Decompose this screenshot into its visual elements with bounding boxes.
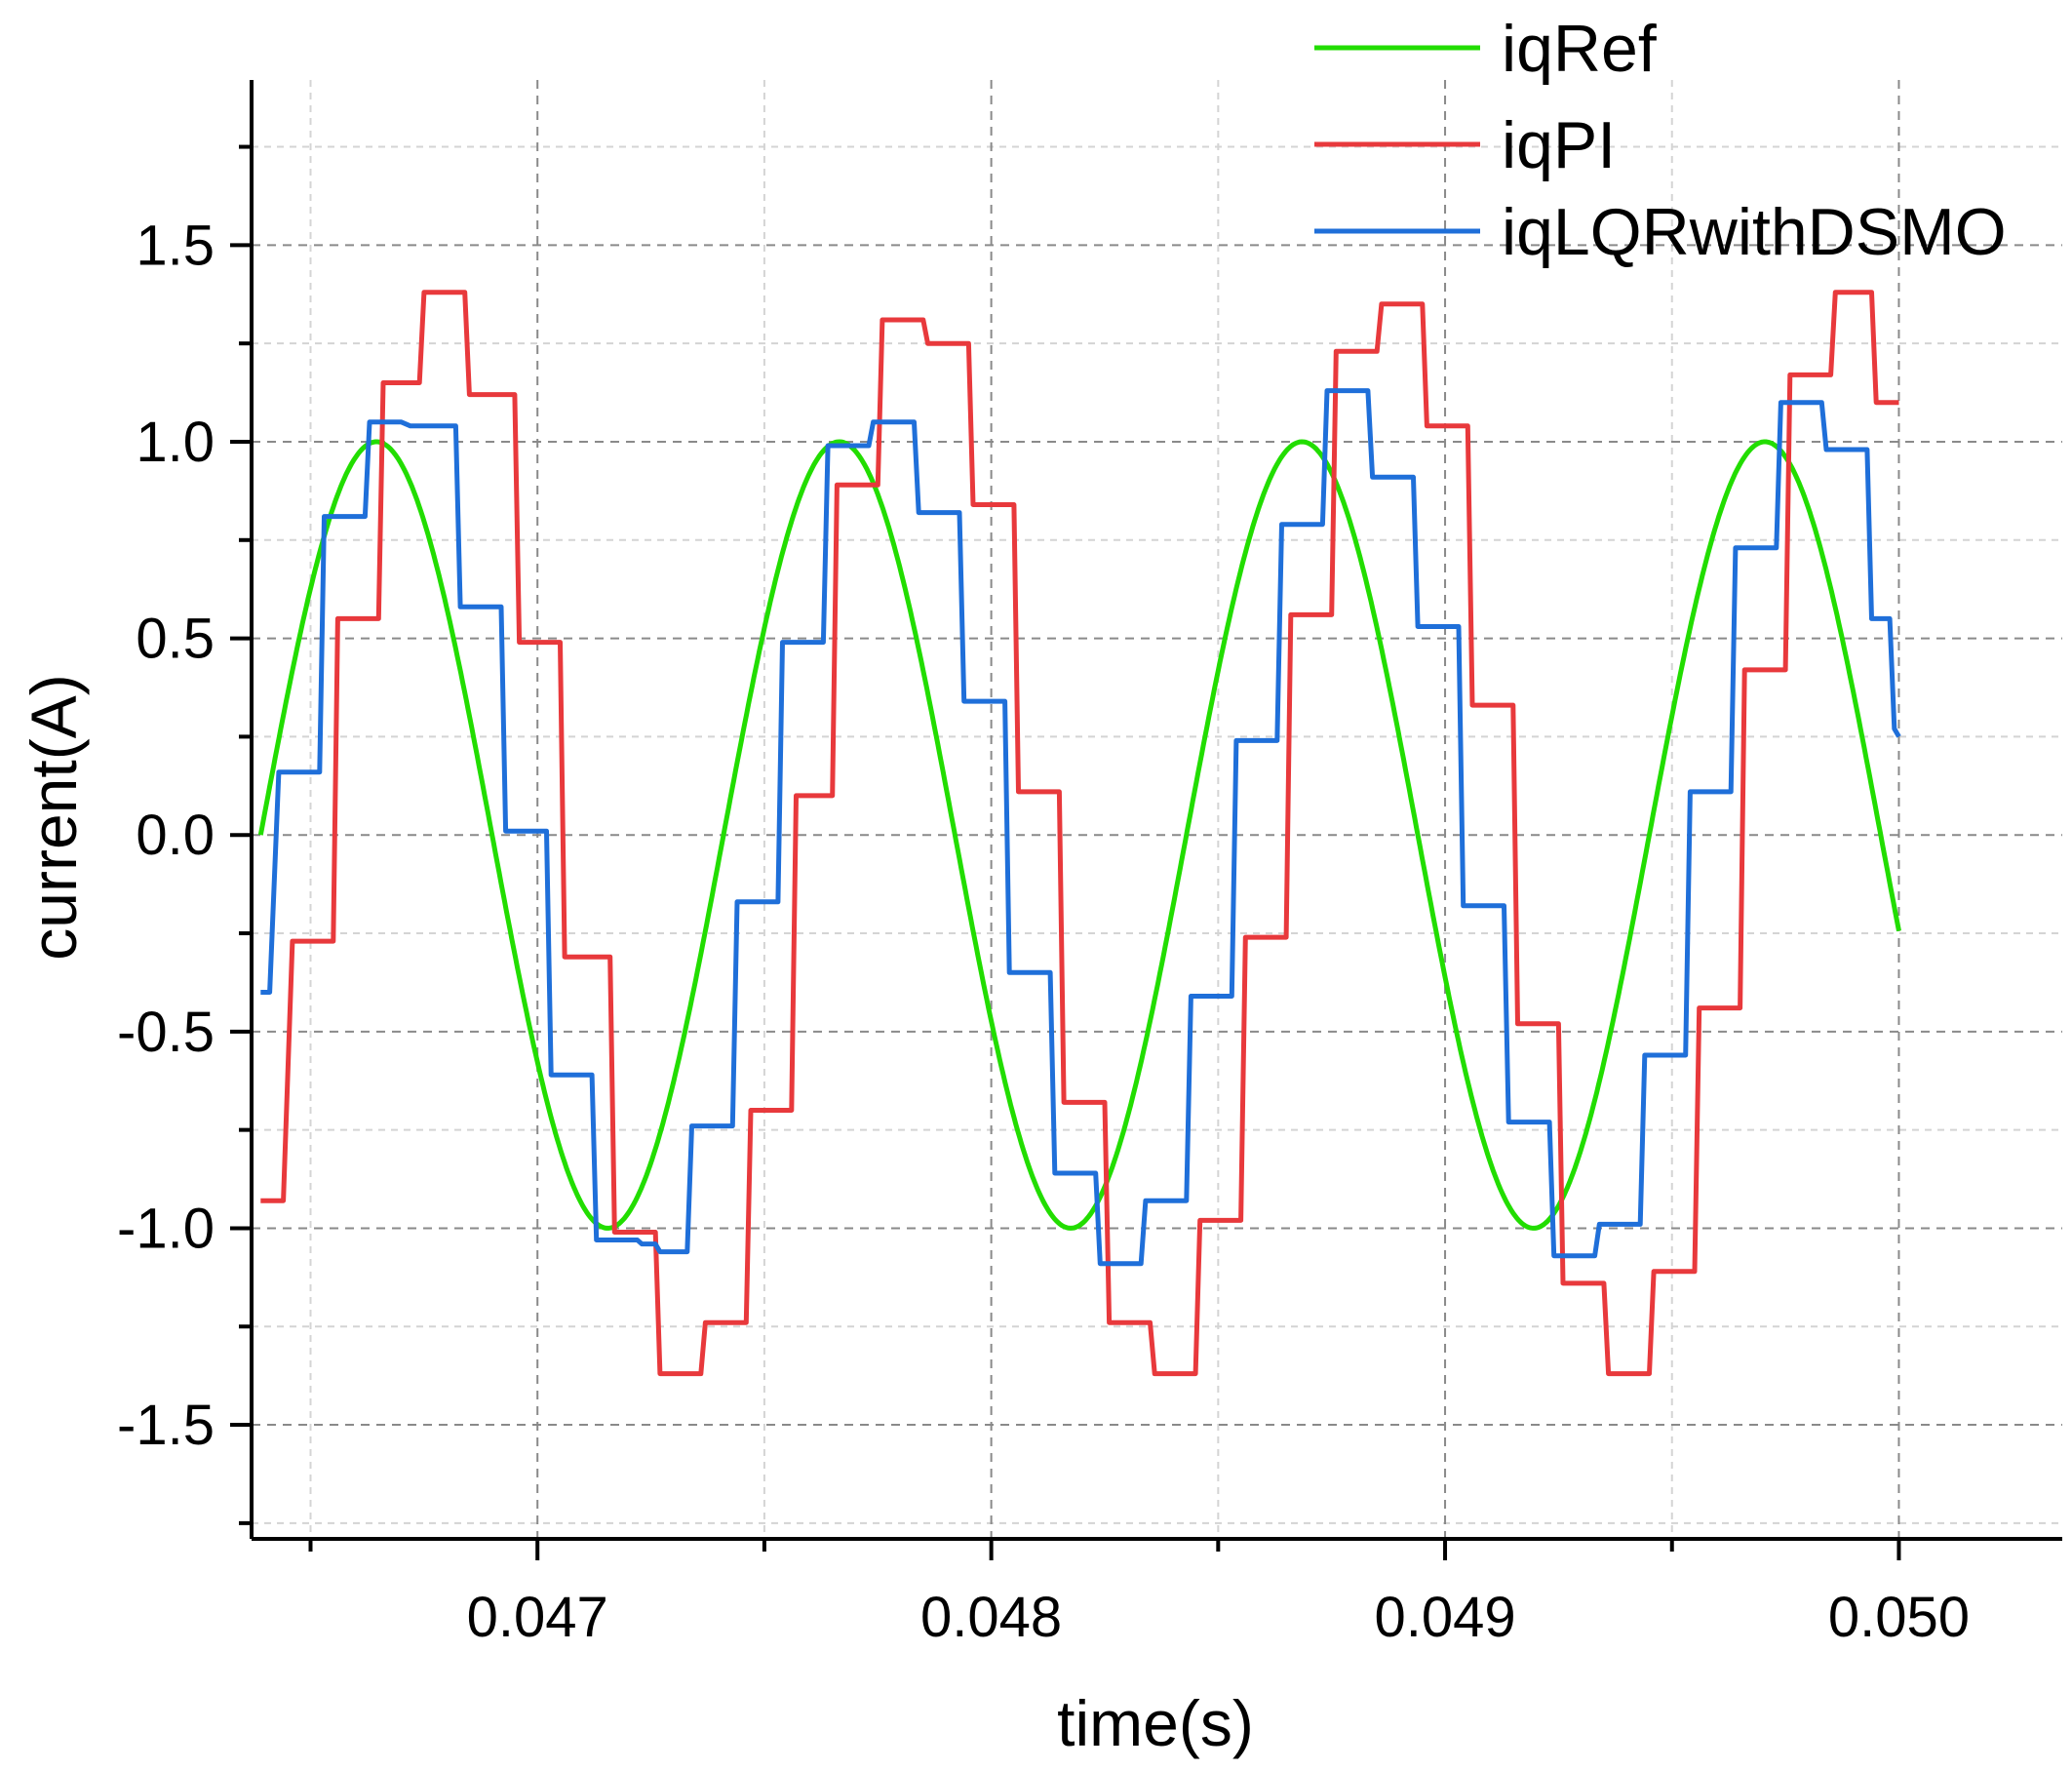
- y-axis-title: current(A): [18, 674, 90, 960]
- series-line-iqPI: [260, 290, 1899, 1377]
- y-tick-label: -1.0: [117, 1197, 215, 1260]
- y-tick-label: 1.0: [136, 411, 215, 474]
- x-tick-label: 0.047: [467, 1586, 608, 1649]
- legend-label-iqPI: iqPI: [1502, 108, 1616, 182]
- x-tick-label: 0.048: [920, 1586, 1062, 1649]
- y-tick-label: 0.5: [136, 608, 215, 671]
- y-tick-label: -0.5: [117, 1001, 215, 1064]
- legend-label-iqRef: iqRef: [1502, 12, 1657, 86]
- legend: iqRef iqPI iqLQRwithDSMO: [1314, 12, 2007, 269]
- grid: [252, 80, 2062, 1539]
- series-line-iqRef: [257, 439, 1901, 1231]
- x-tick-label: 0.050: [1828, 1586, 1970, 1649]
- x-tick-label: 0.049: [1374, 1586, 1515, 1649]
- y-tick-label: 1.5: [136, 214, 215, 277]
- y-tick-label: -1.5: [117, 1394, 215, 1457]
- x-axis-title: time(s): [1057, 1687, 1254, 1759]
- axes: [250, 80, 2062, 1541]
- ticks: 0.047 0.048 0.049 0.050 1.5 1.0 0.5 0.0 -0.5 -1.0…: [117, 144, 1970, 1649]
- series-line-iqLQRwithDSMO: [260, 388, 1901, 1267]
- series-group: [257, 290, 1901, 1377]
- legend-label-iqLQRwithDSMO: iqLQRwithDSMO: [1502, 195, 2007, 269]
- y-tick-label: 0.0: [136, 804, 215, 867]
